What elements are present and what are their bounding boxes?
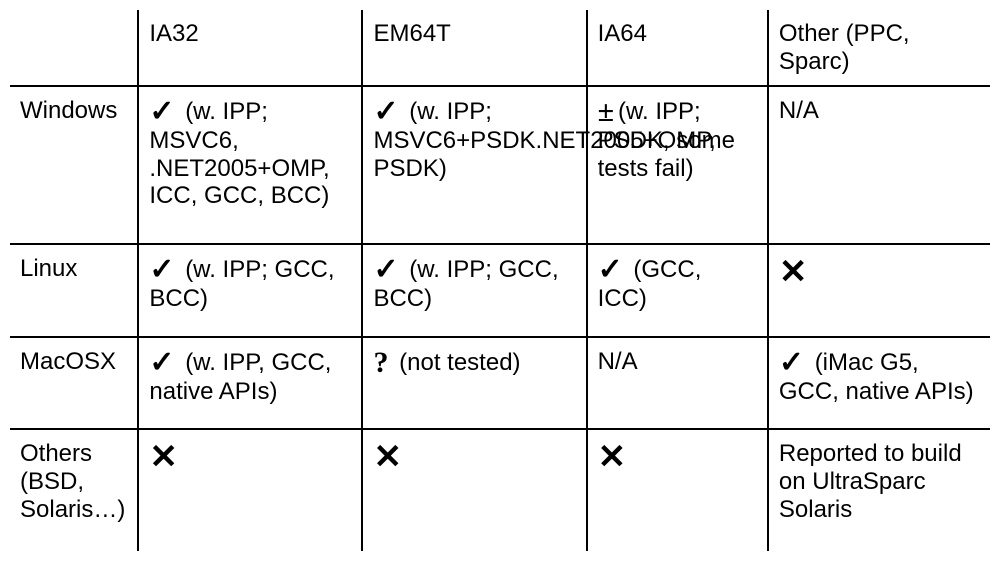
cell-macosx-ia32: ✓ (w. IPP, GCC, native APIs) — [138, 337, 362, 430]
table-row: MacOSX ✓ (w. IPP, GCC, native APIs) ? (n… — [8, 337, 992, 430]
cell-text: (w. IPP; MSVC6, .NET2005+OMP, ICC, GCC, … — [149, 98, 329, 209]
header-em64t: EM64T — [362, 8, 586, 86]
cell-linux-ia32: ✓ (w. IPP; GCC, BCC) — [138, 244, 362, 337]
header-other: Other (PPC, Sparc) — [768, 8, 992, 86]
cell-text: (not tested) — [399, 349, 520, 376]
check-icon: ✓ — [373, 255, 398, 285]
header-ia64: IA64 — [587, 8, 768, 86]
cell-linux-em64t: ✓ (w. IPP; GCC, BCC) — [362, 244, 586, 337]
table-header-row: IA32 EM64T IA64 Other (PPC, Sparc) — [8, 8, 992, 86]
header-blank — [8, 8, 138, 86]
cell-text: (w. IPP; GCC, BCC) — [373, 256, 558, 312]
cell-text: (iMac G5, GCC, native APIs) — [779, 349, 974, 405]
table-row: Others (BSD, Solaris…) ✕ ✕ ✕ Reported to… — [8, 429, 992, 553]
check-icon: ✓ — [149, 348, 174, 378]
cell-windows-ia32: ✓ (w. IPP; MSVC6, .NET2005+OMP, ICC, GCC… — [138, 86, 362, 243]
cross-icon: ✕ — [373, 440, 402, 474]
cell-linux-ia64: ✓ (GCC, ICC) — [587, 244, 768, 337]
cell-text: (w. IPP; PSDK, some tests fail) — [598, 98, 735, 182]
cross-icon: ✕ — [779, 255, 808, 289]
cell-macosx-ia64: N/A — [587, 337, 768, 430]
row-header-linux: Linux — [8, 244, 138, 337]
table-row: Linux ✓ (w. IPP; GCC, BCC) ✓ (w. IPP; GC… — [8, 244, 992, 337]
header-ia32: IA32 — [138, 8, 362, 86]
cell-windows-ia64: ±(w. IPP; PSDK, some tests fail) — [587, 86, 768, 243]
row-header-others: Others (BSD, Solaris…) — [8, 429, 138, 553]
cross-icon: ✕ — [598, 440, 627, 474]
cell-text: N/A — [598, 348, 638, 375]
table-row: Windows ✓ (w. IPP; MSVC6, .NET2005+OMP, … — [8, 86, 992, 243]
cell-others-other: Reported to build on UltraSparc Solaris — [768, 429, 992, 553]
cell-others-ia64: ✕ — [587, 429, 768, 553]
check-icon: ✓ — [373, 97, 398, 127]
compatibility-table: IA32 EM64T IA64 Other (PPC, Sparc) Windo… — [6, 6, 994, 555]
question-icon: ? — [373, 348, 388, 378]
cell-macosx-em64t: ? (not tested) — [362, 337, 586, 430]
cell-others-ia32: ✕ — [138, 429, 362, 553]
cell-text: N/A — [779, 97, 819, 124]
cross-icon: ✕ — [149, 440, 178, 474]
check-icon: ✓ — [779, 348, 804, 378]
cell-text: Reported to build on UltraSparc Solaris — [779, 440, 962, 522]
check-icon: ✓ — [598, 255, 623, 285]
cell-macosx-other: ✓ (iMac G5, GCC, native APIs) — [768, 337, 992, 430]
cell-text: (w. IPP, GCC, native APIs) — [149, 349, 331, 405]
row-header-windows: Windows — [8, 86, 138, 243]
cell-windows-other: N/A — [768, 86, 992, 243]
cell-text: (w. IPP; GCC, BCC) — [149, 256, 334, 312]
check-icon: ✓ — [149, 97, 174, 127]
compat-table-container: IA32 EM64T IA64 Other (PPC, Sparc) Windo… — [0, 0, 1000, 561]
cell-linux-other: ✕ — [768, 244, 992, 337]
plusminus-icon: ± — [598, 97, 614, 127]
check-icon: ✓ — [149, 255, 174, 285]
cell-others-em64t: ✕ — [362, 429, 586, 553]
row-header-macosx: MacOSX — [8, 337, 138, 430]
cell-windows-em64t: ✓ (w. IPP; MSVC6+PSDK.NET2005+OMP, PSDK) — [362, 86, 586, 243]
